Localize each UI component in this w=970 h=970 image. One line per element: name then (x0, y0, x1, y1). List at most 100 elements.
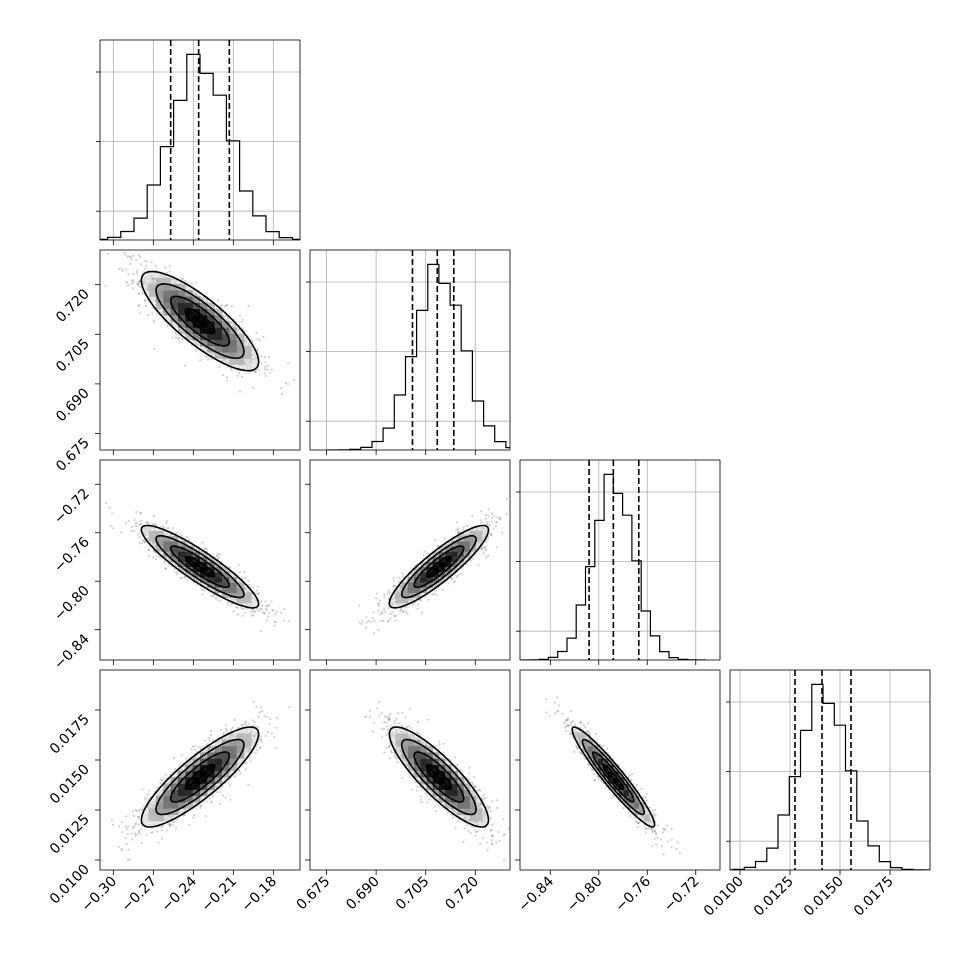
sample-point (259, 629, 262, 633)
sample-point (382, 619, 385, 622)
sample-point (123, 251, 126, 254)
sample-point (441, 588, 444, 591)
sample-point (393, 584, 396, 587)
sample-point (161, 525, 164, 528)
sample-point (140, 841, 143, 845)
sample-point (240, 320, 243, 323)
density-cell (170, 795, 179, 803)
density-cell (163, 540, 171, 547)
sample-point (264, 365, 267, 368)
density-cell (229, 597, 237, 604)
sample-point (280, 386, 283, 389)
density-cell (192, 302, 201, 310)
density-cell (192, 752, 201, 759)
sample-point (191, 745, 194, 748)
sample-point (157, 786, 160, 789)
sample-point (125, 827, 128, 831)
sample-point (249, 610, 252, 614)
contour-3 (140, 726, 260, 828)
sample-point (461, 533, 464, 536)
density-cell (222, 566, 230, 573)
density-cell (192, 296, 201, 303)
sample-point (104, 284, 107, 287)
sample-point (162, 526, 165, 529)
contour-0 (184, 307, 216, 335)
sample-point (127, 283, 130, 287)
density-cell (163, 535, 171, 542)
contour-1 (169, 295, 231, 347)
sample-point (107, 253, 110, 256)
sample-point (270, 368, 274, 371)
density-cell (244, 733, 252, 740)
sample-point (267, 615, 270, 618)
sample-point (139, 511, 142, 514)
density-cell (141, 277, 149, 285)
sample-point (263, 372, 266, 375)
sample-point (139, 312, 142, 315)
density-cell (192, 327, 201, 334)
density-cell (229, 358, 237, 365)
sample-point (405, 610, 408, 613)
sample-point (210, 595, 213, 598)
density-cell (163, 814, 171, 822)
density-cell (163, 283, 171, 291)
sample-point (266, 619, 269, 622)
density-cell (185, 783, 193, 790)
density-cell (222, 764, 230, 772)
density-cell (192, 314, 201, 322)
density-cell (251, 602, 259, 609)
density-cell (251, 358, 259, 365)
sample-point (252, 700, 255, 703)
sample-point (118, 825, 121, 828)
sample-point (275, 611, 278, 614)
sample-point (266, 369, 269, 372)
panel-3-0 (99, 669, 301, 871)
sample-point (259, 735, 262, 738)
density-cell (229, 739, 237, 747)
sample-point (145, 521, 148, 524)
density-cell (222, 345, 230, 353)
density-cell (170, 302, 179, 310)
density-cell (170, 283, 179, 291)
density-cell (185, 802, 193, 809)
sample-point (423, 550, 426, 553)
sample-point (434, 539, 437, 542)
sample-point (184, 364, 187, 367)
density-cell (236, 758, 245, 765)
sample-point (127, 825, 130, 828)
sample-point (140, 263, 143, 266)
sample-point (130, 282, 133, 285)
sample-point (137, 829, 141, 833)
density-cell (214, 352, 223, 359)
density-cell (192, 777, 201, 784)
sample-point (125, 281, 128, 284)
sample-point (210, 358, 213, 361)
sample-point (153, 348, 156, 351)
sample-point (480, 547, 483, 551)
density-cell (192, 321, 201, 328)
density-cell (163, 802, 171, 809)
density-cell (236, 364, 245, 372)
density-cell (156, 296, 164, 303)
sample-point (267, 356, 271, 359)
sample-point (179, 282, 182, 285)
density-cell (192, 546, 201, 552)
sample-point (398, 576, 401, 580)
sample-point (132, 281, 135, 284)
sample-point (260, 362, 263, 365)
sample-point (373, 619, 376, 622)
sample-point (144, 541, 147, 544)
density-cell (178, 327, 186, 334)
density-cell (229, 582, 237, 588)
density-cell (207, 752, 215, 759)
sample-point (138, 536, 141, 539)
density-cell (214, 752, 223, 759)
density-cell (156, 546, 164, 552)
sample-point (130, 529, 133, 533)
density-cell (170, 783, 179, 790)
density-cell (178, 808, 186, 815)
panel-frame (99, 249, 301, 451)
density-cell (156, 535, 164, 542)
density-cell (236, 739, 245, 747)
